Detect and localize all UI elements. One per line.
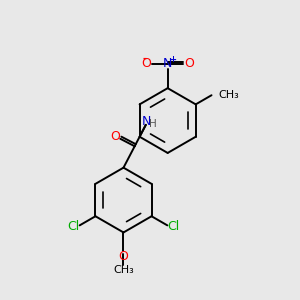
Text: O: O	[184, 57, 194, 70]
Text: CH₃: CH₃	[113, 266, 134, 275]
Text: Cl: Cl	[168, 220, 180, 233]
Text: N: N	[141, 115, 151, 128]
Text: H: H	[149, 119, 157, 129]
Text: CH₃: CH₃	[218, 90, 239, 100]
Text: O: O	[118, 250, 128, 262]
Text: O: O	[110, 130, 120, 142]
Text: O: O	[142, 57, 152, 70]
Text: +: +	[169, 55, 176, 64]
Text: -: -	[142, 54, 146, 64]
Text: N: N	[163, 57, 172, 70]
Text: Cl: Cl	[67, 220, 79, 233]
